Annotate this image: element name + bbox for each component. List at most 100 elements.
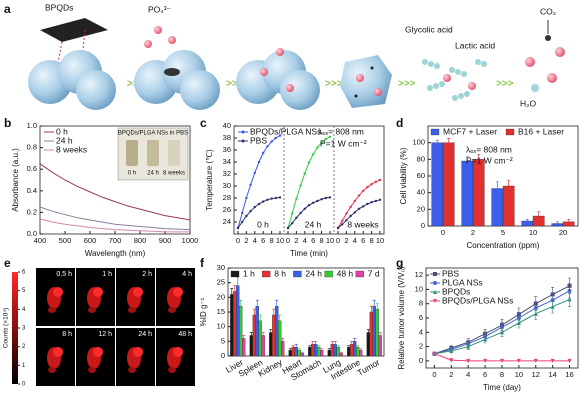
vial: [126, 140, 138, 166]
marker: [270, 197, 273, 200]
marker: [249, 183, 252, 186]
y-tick-label: 0.2: [27, 207, 37, 216]
bar: [300, 352, 304, 357]
x-tick-label: 16: [565, 370, 573, 379]
bar: [236, 285, 240, 357]
error-bar: [320, 348, 324, 351]
sphere: [76, 70, 116, 110]
marker: [567, 297, 572, 302]
x-tick-label: 10: [515, 370, 523, 379]
signal: [133, 287, 143, 297]
marker: [370, 201, 373, 204]
marker: [353, 211, 356, 214]
x-tick-label: 2: [294, 236, 298, 245]
x-tick-label: 6: [483, 370, 487, 379]
legend-swatch: [430, 128, 440, 136]
x-tick-label: 20: [559, 228, 567, 237]
error-bar: [347, 345, 351, 348]
inset-label: 8 weeks: [163, 171, 185, 177]
time-label: 8 h: [62, 331, 72, 338]
error-bar: [507, 179, 511, 186]
label: BPQDs: [45, 2, 73, 12]
x-tick-label: 4: [253, 236, 257, 245]
x-tick-label: 0: [336, 236, 340, 245]
y-tick-label: 80: [417, 154, 425, 163]
bar: [314, 344, 318, 357]
error-bar: [435, 139, 439, 143]
dot: [354, 94, 358, 98]
bar: [278, 320, 282, 357]
legend-label: BPQDs/PLGA NSs: [250, 126, 321, 136]
error-bar: [356, 345, 360, 348]
segment-label: 24 h: [305, 219, 322, 229]
error-bar: [353, 338, 357, 342]
y-tick-label: 2: [419, 342, 423, 351]
sphere: [180, 70, 220, 110]
error-bar: [311, 340, 315, 345]
marker: [370, 183, 373, 186]
legend-marker: [241, 139, 245, 143]
legend-label: PLGA NSs: [442, 277, 483, 287]
bar: [461, 160, 474, 227]
x-tick-label: 0: [432, 370, 436, 379]
bar: [230, 294, 234, 357]
signal: [128, 367, 136, 373]
error-bar: [350, 340, 354, 345]
marker: [483, 337, 488, 342]
bar: [336, 347, 340, 357]
ion: [443, 74, 451, 82]
x-tick-label: 8: [500, 370, 504, 379]
x-tick-label: 4: [303, 236, 307, 245]
error-bar: [249, 332, 253, 336]
ion: [468, 82, 476, 90]
bar: [294, 347, 298, 357]
y-tick-label: 0: [421, 221, 425, 230]
marker: [366, 186, 369, 189]
legend-label: 8 h: [274, 268, 286, 278]
panel-label: b: [4, 116, 11, 130]
x-axis-label: Time (day): [483, 383, 521, 392]
bar: [366, 332, 370, 357]
marker: [366, 202, 369, 206]
y-tick-label: 0.4: [27, 186, 37, 195]
y-tick-label: 10: [415, 284, 423, 293]
bar: [369, 311, 373, 357]
legend-swatch: [505, 128, 515, 136]
marker: [516, 358, 521, 363]
inset-label: 0 h: [128, 171, 136, 177]
y-tick-label: 0.6: [27, 164, 37, 173]
ion: [555, 47, 565, 57]
time-label: 2 h: [142, 271, 152, 278]
y-tick-label: 20: [217, 292, 225, 301]
error-bar: [239, 299, 243, 307]
ion: [547, 73, 557, 83]
x-tick-label: 4: [466, 370, 470, 379]
y-tick-label: 6: [419, 313, 423, 322]
ion: [374, 88, 382, 96]
time-label: 1 h: [102, 271, 112, 278]
bar: [275, 305, 279, 357]
marker: [567, 288, 572, 293]
error-bar: [255, 299, 259, 307]
y-tick-label: 8: [419, 299, 423, 308]
bar: [551, 223, 564, 227]
x-tick-label: 12: [532, 370, 540, 379]
marker: [307, 161, 311, 164]
colorbar-tick-label: 0: [22, 382, 26, 388]
ion: [168, 36, 176, 44]
signal: [88, 367, 96, 373]
marker: [320, 198, 323, 201]
marker: [303, 207, 306, 210]
y-axis-label: Cell viability (%): [399, 147, 408, 204]
x-tick-label: 2: [449, 370, 453, 379]
series-line: [39, 163, 191, 221]
sphere: [280, 70, 320, 110]
colorbar-tick-label: 5: [22, 288, 26, 294]
annotation: P=1 W cm⁻²: [466, 155, 513, 165]
error-bar: [308, 345, 312, 348]
colorbar-tick-label: 2: [22, 344, 26, 350]
marker: [316, 146, 319, 149]
y-tick-label: 60: [417, 171, 425, 180]
error-bar: [300, 351, 304, 354]
